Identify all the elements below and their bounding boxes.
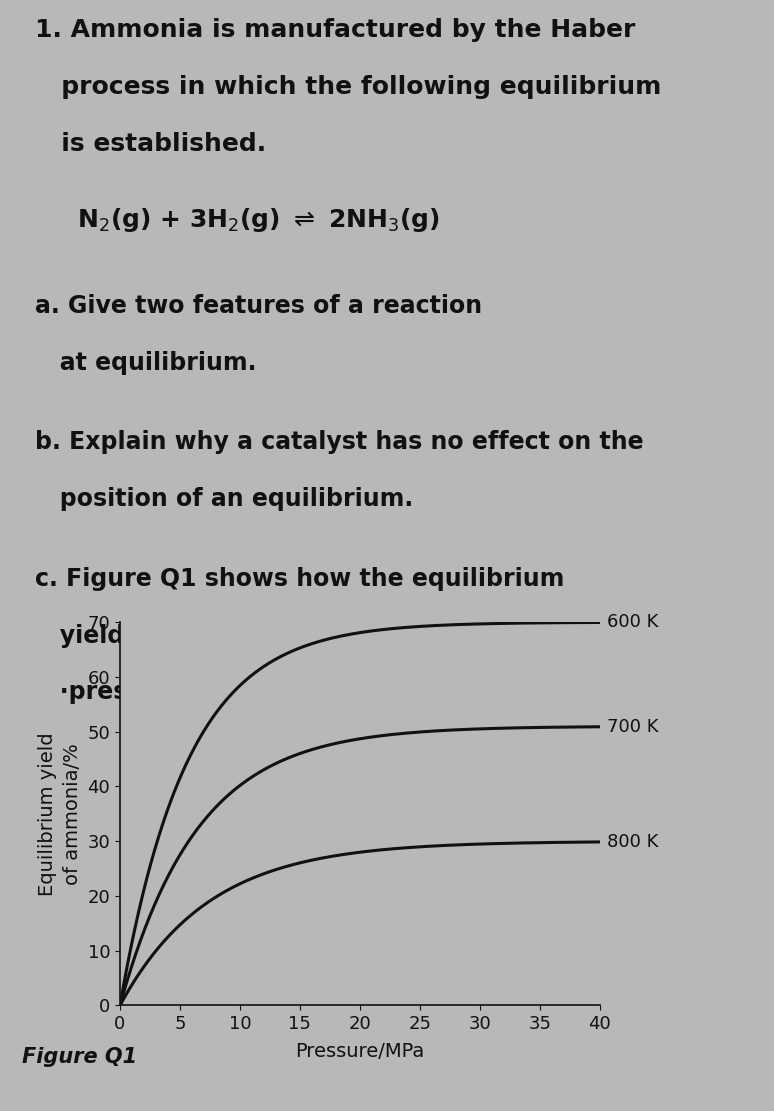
Text: at equilibrium.: at equilibrium. xyxy=(35,351,256,374)
Text: 1. Ammonia is manufactured by the Haber: 1. Ammonia is manufactured by the Haber xyxy=(35,19,635,42)
Text: Figure Q1: Figure Q1 xyxy=(22,1047,137,1068)
Text: ·pressure and temperature.: ·pressure and temperature. xyxy=(35,680,429,704)
Text: a. Give two features of a reaction: a. Give two features of a reaction xyxy=(35,294,482,318)
Text: c. Figure Q1 shows how the equilibrium: c. Figure Q1 shows how the equilibrium xyxy=(35,567,564,591)
Text: process in which the following equilibrium: process in which the following equilibri… xyxy=(35,76,661,99)
Text: is established.: is established. xyxy=(35,132,266,156)
Text: 700 K: 700 K xyxy=(607,718,659,735)
Text: 600 K: 600 K xyxy=(607,613,658,631)
Y-axis label: Equilibrium yield
of ammonia/%: Equilibrium yield of ammonia/% xyxy=(38,732,82,895)
Text: b. Explain why a catalyst has no effect on the: b. Explain why a catalyst has no effect … xyxy=(35,430,643,454)
Text: N$_2$(g) + 3H$_2$(g) $\rightleftharpoons$ 2NH$_3$(g): N$_2$(g) + 3H$_2$(g) $\rightleftharpoons… xyxy=(77,206,440,233)
Text: 800 K: 800 K xyxy=(607,833,658,851)
Text: position of an equilibrium.: position of an equilibrium. xyxy=(35,487,413,511)
Text: yield of ammonia varies with changes in: yield of ammonia varies with changes in xyxy=(35,623,598,648)
X-axis label: Pressure/MPa: Pressure/MPa xyxy=(296,1041,424,1061)
